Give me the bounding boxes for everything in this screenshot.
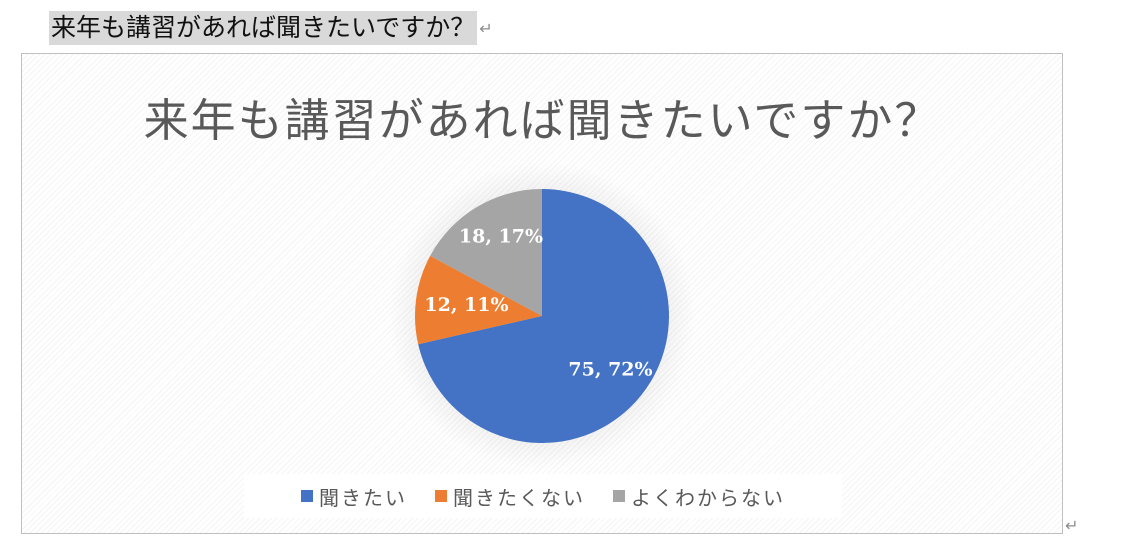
legend-label-0: 聞きたい bbox=[319, 485, 407, 510]
data-label-0[interactable]: 75, 72% bbox=[568, 359, 652, 381]
legend-item-0[interactable]: 聞きたい bbox=[301, 482, 407, 511]
legend-label-1: 聞きたくない bbox=[453, 485, 585, 510]
legend-item-2[interactable]: よくわからない bbox=[613, 482, 785, 511]
legend-label-2: よくわからない bbox=[631, 485, 785, 510]
paragraph-end-mark-icon: ↵ bbox=[1065, 516, 1079, 535]
legend-swatch-1 bbox=[435, 490, 447, 502]
document-heading-line: 来年も講習があれば聞きたいですか？ ↵ bbox=[49, 11, 493, 45]
pie-slice-2[interactable] bbox=[430, 189, 542, 316]
legend-swatch-2 bbox=[613, 490, 625, 502]
chart-legend[interactable]: 聞きたい 聞きたくない よくわからない bbox=[244, 474, 842, 518]
data-label-1[interactable]: 12, 11% bbox=[424, 294, 508, 316]
document-heading[interactable]: 来年も講習があれば聞きたいですか？ bbox=[49, 11, 478, 45]
pie-slice-1[interactable] bbox=[414, 255, 542, 345]
legend-swatch-0 bbox=[301, 490, 313, 502]
data-label-2[interactable]: 18, 17% bbox=[459, 225, 543, 247]
paragraph-mark-icon: ↵ bbox=[479, 18, 493, 38]
legend-item-1[interactable]: 聞きたくない bbox=[435, 482, 585, 511]
pie-slice-0[interactable] bbox=[418, 189, 670, 443]
chart-title[interactable]: 来年も講習があれば聞きたいですか？ bbox=[143, 94, 942, 147]
chart-area[interactable] bbox=[21, 53, 1063, 534]
